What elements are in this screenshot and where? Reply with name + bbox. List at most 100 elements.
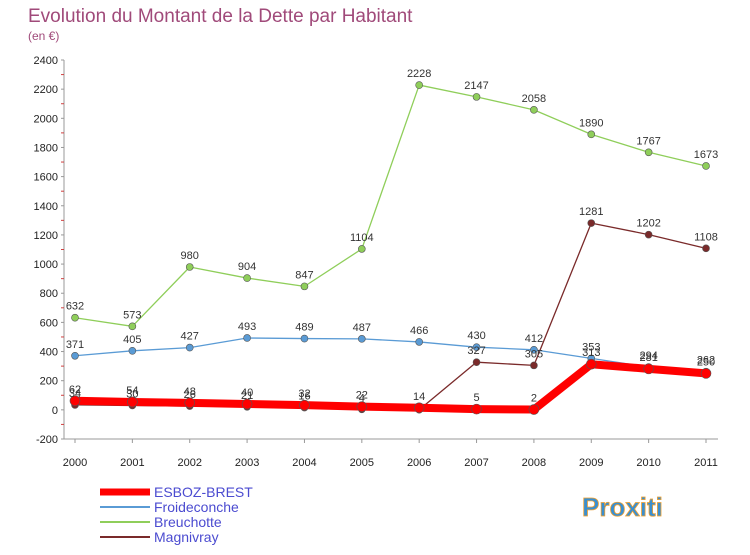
series-breuchotte (71, 81, 710, 331)
x-tick-label: 2003 (235, 457, 259, 469)
data-point (471, 403, 482, 415)
data-point (71, 351, 79, 360)
data-point (184, 397, 196, 409)
data-label: 2147 (464, 80, 488, 92)
data-label: 34 (69, 388, 81, 400)
data-label: 1281 (579, 206, 603, 218)
series-line (74, 337, 707, 373)
data-label: 847 (295, 269, 313, 281)
axes: -200 0 200 400 600 800 1000 1200 1400 1600 1800 200… (34, 55, 718, 469)
x-tick-label: 2009 (579, 457, 603, 469)
data-label: 32 (298, 388, 310, 400)
series-layer: 62 54 48 40 32 22 14 5 2 313 281 250 371 405 427 493 489… (66, 68, 718, 415)
chart-subtitle: (en €) (28, 29, 59, 43)
data-label: 1202 (636, 218, 660, 230)
data-label: 62 (69, 384, 81, 396)
data-label: 305 (525, 348, 543, 360)
data-label: 30 (126, 388, 138, 400)
data-label: 250 (697, 356, 715, 368)
x-tick-label: 2001 (120, 457, 144, 469)
data-point (128, 347, 137, 355)
legend-label: Magnivray (154, 529, 219, 545)
data-point (643, 363, 654, 375)
x-tick-label: 2002 (177, 457, 201, 469)
data-point (587, 130, 596, 139)
data-point (530, 361, 538, 370)
y-tick-label: 1400 (34, 201, 58, 213)
data-point (472, 93, 481, 101)
data-point (358, 245, 366, 253)
data-label: 5 (473, 392, 479, 404)
y-tick-label: 1200 (34, 230, 58, 242)
series-line (74, 222, 707, 411)
data-label: 54 (126, 385, 138, 397)
y-tick-label: 1000 (34, 259, 58, 271)
y-tick-label: 1600 (34, 172, 58, 184)
y-tick-label: 2200 (34, 84, 58, 96)
y-tick-label: 2400 (34, 55, 58, 67)
x-tick-label: 2011 (694, 457, 718, 469)
data-label: 412 (525, 333, 543, 345)
data-label: 262 (697, 355, 715, 367)
data-point (530, 106, 538, 114)
data-label: 487 (353, 322, 371, 334)
y-tick-label: 400 (40, 347, 58, 359)
y-tick-label: 200 (40, 376, 58, 388)
data-label: 353 (582, 341, 600, 353)
data-label: 2058 (522, 93, 546, 105)
data-label: 632 (66, 301, 84, 313)
data-point (128, 322, 137, 331)
data-label: 40 (241, 387, 253, 399)
data-point (415, 81, 423, 89)
data-label: 1108 (694, 231, 718, 243)
data-point (69, 395, 81, 407)
y-tick-label: 1800 (34, 142, 58, 154)
labels-breuchotte: 632 573 980 904 847 1104 2228 2147 2058 1890 1767 1… (66, 68, 718, 321)
data-point (530, 345, 538, 354)
labels-esboz-brest: 62 54 48 40 32 22 14 5 2 313 281 250 (69, 347, 715, 404)
data-point (358, 335, 366, 343)
data-label: 427 (181, 331, 199, 343)
labels-magnivray: 34 30 26 21 16 4 327 305 1281 1202 1108 (69, 206, 718, 404)
data-label: 294 (639, 350, 657, 362)
proxiti-logo: Proxiti (582, 492, 664, 523)
y-tick-label: -200 (36, 434, 58, 446)
data-point (185, 263, 194, 271)
y-tick-label: 2000 (34, 113, 58, 125)
data-point (472, 343, 481, 351)
data-label: 21 (241, 390, 253, 402)
data-point (71, 313, 79, 322)
legend: ESBOZ-BRESTFroideconcheBreuchotteMagnivr… (100, 484, 253, 545)
x-tick-label: 2005 (350, 457, 374, 469)
data-point (528, 404, 540, 415)
data-point (241, 398, 253, 410)
data-label: 405 (123, 334, 141, 346)
x-tick-label: 2007 (464, 457, 488, 469)
y-tick-label: 0 (52, 405, 58, 417)
data-point (300, 282, 309, 291)
data-label: 1890 (579, 117, 603, 129)
data-label: 573 (123, 309, 141, 321)
series-line (74, 360, 707, 414)
x-tick-label: 2006 (407, 457, 431, 469)
data-point (702, 162, 710, 170)
data-point (644, 230, 653, 239)
data-label: 371 (66, 339, 84, 351)
x-tick-label: 2000 (63, 457, 87, 469)
data-label: 2 (531, 393, 537, 405)
data-point (185, 343, 194, 352)
data-point (413, 402, 425, 414)
data-point (700, 368, 712, 379)
data-label: 489 (295, 322, 313, 334)
data-point (472, 358, 481, 366)
x-tick-label: 2010 (636, 457, 660, 469)
data-label: 16 (298, 391, 310, 403)
series-magnivray (71, 219, 710, 414)
data-point (702, 244, 710, 253)
data-label: 26 (184, 389, 196, 401)
data-label: 1767 (636, 135, 660, 147)
y-tick-label: 800 (40, 288, 58, 300)
data-label: 22 (356, 390, 368, 402)
